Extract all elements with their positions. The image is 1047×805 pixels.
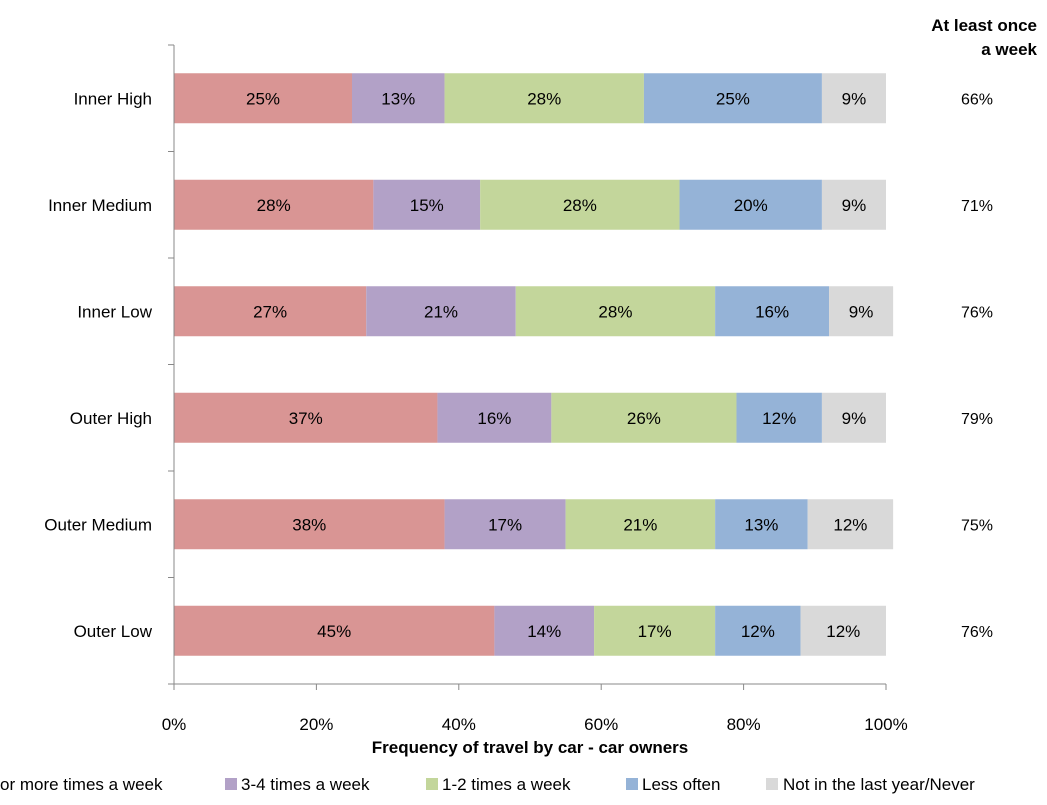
data-label-outer-high-4: 9%: [842, 409, 867, 428]
bar-segment-outer-low-1: [494, 605, 595, 656]
category-label-inner-medium: Inner Medium: [48, 196, 152, 215]
data-label-outer-medium-4: 12%: [833, 515, 867, 534]
side-column-value-outer-medium: 75%: [961, 517, 993, 534]
side-column-value-inner-low: 76%: [961, 304, 993, 321]
bar-segment-outer-medium-4: [807, 499, 894, 550]
legend-label-1: 3-4 times a week: [241, 775, 370, 794]
data-label-inner-medium-2: 28%: [563, 196, 597, 215]
side-column-value-outer-high: 79%: [961, 411, 993, 428]
side-column-title: At least once a week: [897, 14, 1037, 62]
category-label-inner-low: Inner Low: [77, 302, 152, 321]
bar-segment-inner-high-0: [174, 73, 352, 124]
legend-swatch-2: [426, 778, 438, 790]
bar-segment-inner-high-3: [643, 73, 822, 124]
bar-segment-inner-medium-3: [679, 179, 822, 230]
data-label-outer-high-1: 16%: [477, 409, 511, 428]
bar-segment-inner-high-2: [444, 73, 644, 124]
data-label-inner-medium-1: 15%: [410, 196, 444, 215]
bar-segment-outer-high-1: [437, 392, 552, 443]
bar-segment-inner-medium-0: [174, 179, 374, 230]
x-tick-label-0: 0%: [162, 715, 187, 734]
category-label-outer-low: Outer Low: [74, 622, 153, 641]
data-label-inner-low-4: 9%: [849, 302, 874, 321]
x-tick-label-1: 20%: [299, 715, 333, 734]
data-label-inner-low-2: 28%: [598, 302, 632, 321]
data-label-outer-low-1: 14%: [527, 622, 561, 641]
data-label-outer-low-0: 45%: [317, 622, 351, 641]
data-label-outer-high-2: 26%: [627, 409, 661, 428]
x-axis-title: Frequency of travel by car - car owners: [372, 738, 689, 757]
bar-segment-inner-low-0: [174, 286, 367, 337]
legend-label-4: Not in the last year/Never: [783, 775, 975, 794]
data-label-inner-high-1: 13%: [381, 89, 415, 108]
bar-segment-inner-low-1: [366, 286, 516, 337]
bar-segment-inner-medium-4: [821, 179, 886, 230]
side-column-value-inner-high: 66%: [961, 91, 993, 108]
data-label-outer-high-3: 12%: [762, 409, 796, 428]
bar-segment-inner-medium-1: [373, 179, 481, 230]
x-tick-label-4: 80%: [727, 715, 761, 734]
bar-segment-inner-high-1: [352, 73, 445, 124]
data-label-outer-low-4: 12%: [826, 622, 860, 641]
data-label-inner-high-4: 9%: [842, 89, 867, 108]
data-label-outer-medium-3: 13%: [744, 515, 778, 534]
bar-segment-inner-medium-2: [480, 179, 680, 230]
data-label-inner-low-0: 27%: [253, 302, 287, 321]
x-tick-label-3: 60%: [584, 715, 618, 734]
bar-segment-outer-medium-1: [444, 499, 566, 550]
bars-layer: 25% 13% 28% 25% 9% 28% 15% 28% 20% 9% 27% 21% 28% 16%…: [174, 73, 894, 656]
bar-segment-outer-high-2: [551, 392, 737, 443]
axes-layer: Inner High 66% Inner Medium 71% Inner Low 76%…: [44, 44, 993, 734]
category-label-outer-medium: Outer Medium: [44, 515, 152, 534]
bar-segment-inner-low-2: [515, 286, 716, 337]
bar-segment-outer-low-0: [174, 605, 495, 656]
legend-swatch-4: [766, 778, 778, 790]
side-column-title-line2: a week: [981, 40, 1037, 59]
bar-segment-outer-medium-2: [565, 499, 716, 550]
bar-segment-outer-high-0: [174, 392, 438, 443]
legend-swatch-1: [225, 778, 237, 790]
x-tick-label-5: 100%: [864, 715, 907, 734]
legend-swatch-3: [626, 778, 638, 790]
bar-segment-outer-high-4: [821, 392, 886, 443]
bar-segment-inner-high-4: [821, 73, 886, 124]
legend-label-3: Less often: [642, 775, 720, 794]
category-label-inner-high: Inner High: [74, 89, 152, 108]
bar-segment-outer-medium-0: [174, 499, 445, 550]
legend-label-2: 1-2 times a week: [442, 775, 571, 794]
data-label-inner-low-3: 16%: [755, 302, 789, 321]
side-column-value-outer-low: 76%: [961, 624, 993, 641]
data-label-inner-medium-4: 9%: [842, 196, 867, 215]
x-tick-label-2: 40%: [442, 715, 476, 734]
data-label-inner-low-1: 21%: [424, 302, 458, 321]
data-label-outer-high-0: 37%: [289, 409, 323, 428]
data-label-inner-high-2: 28%: [527, 89, 561, 108]
side-column-value-inner-medium: 71%: [961, 198, 993, 215]
data-label-outer-medium-2: 21%: [623, 515, 657, 534]
side-column-title-line1: At least once: [931, 16, 1037, 35]
data-label-inner-medium-3: 20%: [734, 196, 768, 215]
bar-segment-inner-low-4: [829, 286, 894, 337]
data-label-outer-low-2: 17%: [638, 622, 672, 641]
legend: or more times a week 3-4 times a week 1-2 …: [0, 775, 975, 794]
bar-segment-outer-low-3: [715, 605, 801, 656]
bar-segment-outer-low-4: [800, 605, 886, 656]
data-label-outer-medium-0: 38%: [292, 515, 326, 534]
data-label-inner-medium-0: 28%: [257, 196, 291, 215]
bar-segment-outer-high-3: [736, 392, 822, 443]
legend-label-0: or more times a week: [0, 775, 163, 794]
bar-segment-outer-medium-3: [715, 499, 808, 550]
data-label-outer-low-3: 12%: [741, 622, 775, 641]
bar-segment-inner-low-3: [715, 286, 830, 337]
category-label-outer-high: Outer High: [70, 409, 152, 428]
bar-segment-outer-low-2: [594, 605, 716, 656]
data-label-inner-high-0: 25%: [246, 89, 280, 108]
data-label-inner-high-3: 25%: [716, 89, 750, 108]
data-label-outer-medium-1: 17%: [488, 515, 522, 534]
